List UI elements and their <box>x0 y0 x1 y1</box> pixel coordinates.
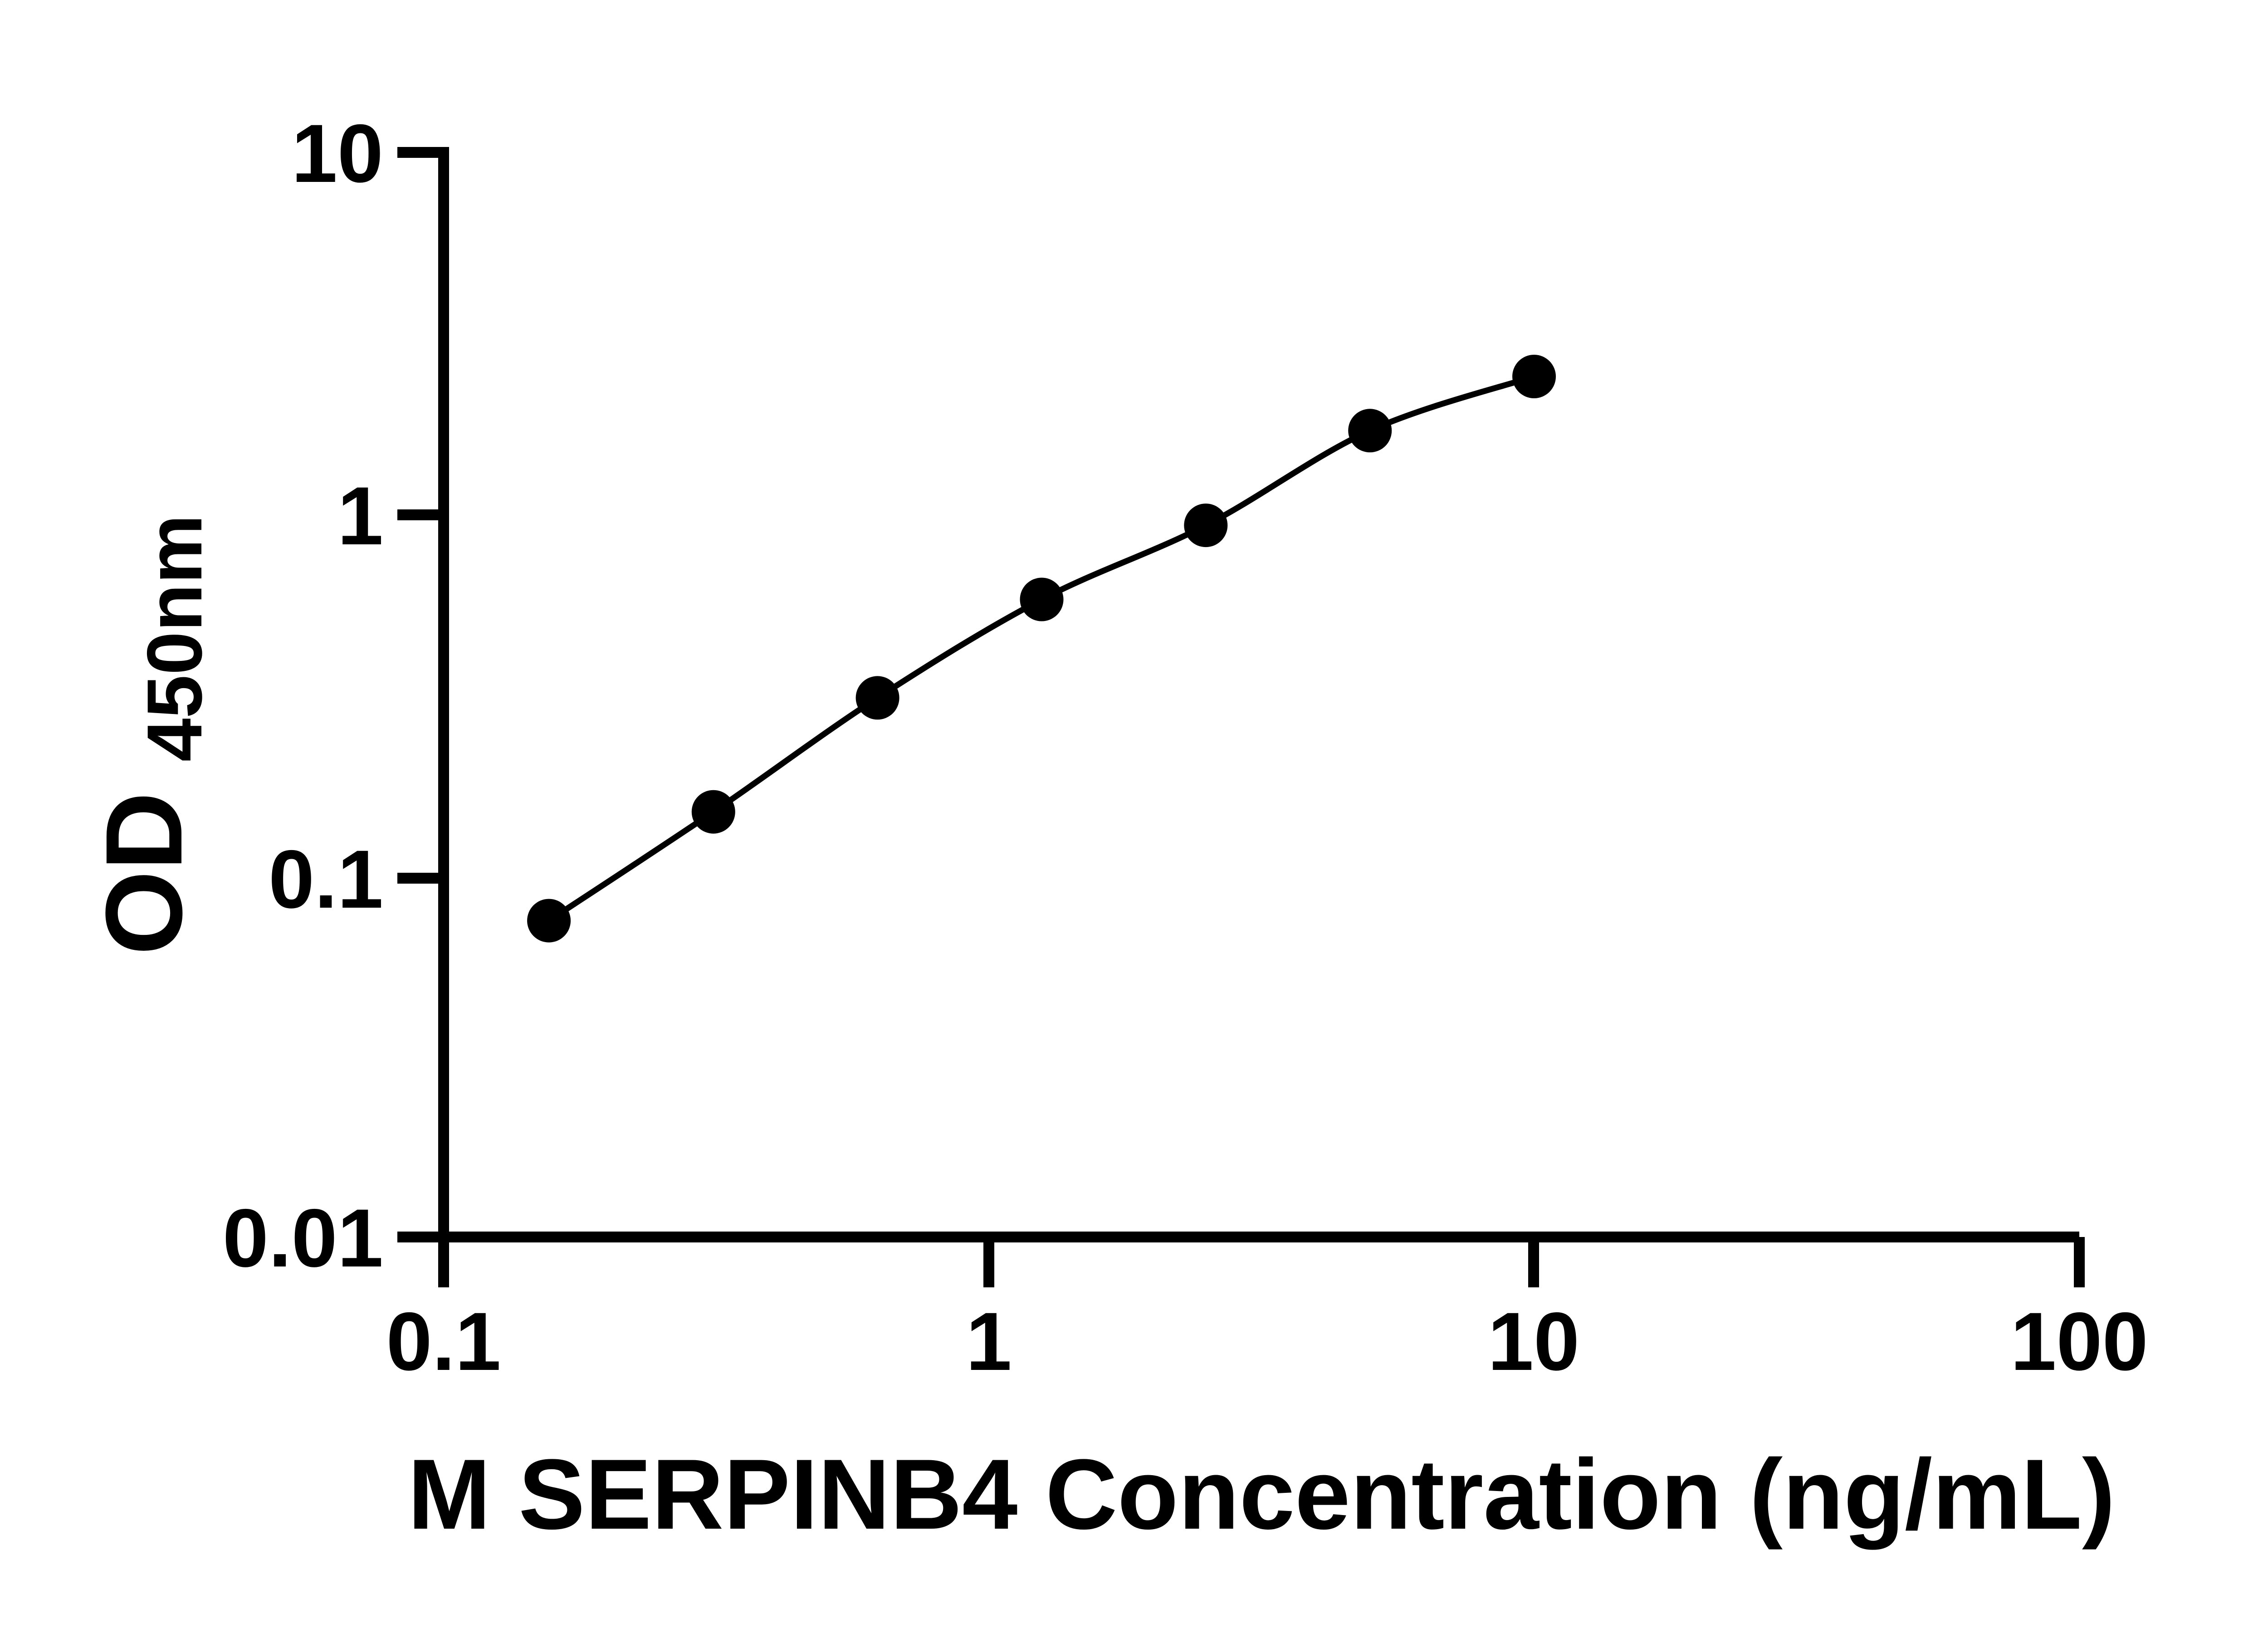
x-axis-tick-labels: 0.1 1 10 100 <box>386 1295 2148 1388</box>
y-tick-label-0p01: 0.01 <box>223 1192 383 1284</box>
data-point-4 <box>1184 504 1228 548</box>
y-axis-title: OD 450nm <box>83 514 218 955</box>
x-tick-label-100: 100 <box>2010 1295 2148 1388</box>
standard-curve-series <box>527 355 1556 943</box>
y-tick-label-0p1: 0.1 <box>269 833 383 925</box>
data-point-1 <box>691 790 735 834</box>
data-point-6 <box>1512 355 1556 398</box>
x-axis-ticks <box>438 1237 2085 1287</box>
x-axis-title: M SERPINB4 Concentration (ng/mL) <box>408 1438 2116 1550</box>
y-tick-label-1: 1 <box>337 469 383 562</box>
curve-line <box>547 373 1535 924</box>
y-axis-ticks <box>397 147 449 1242</box>
data-point-0 <box>527 899 571 943</box>
x-tick-label-1: 1 <box>966 1295 1012 1388</box>
y-tick-label-10: 10 <box>292 107 383 200</box>
data-point-3 <box>1020 577 1064 621</box>
y-axis-title-main-text: OD <box>83 792 205 955</box>
y-axis-title-subscript-text: 450nm <box>131 514 218 762</box>
y-axis-tick-labels: 10 1 0.1 0.01 <box>223 107 383 1284</box>
data-point-2 <box>855 676 899 720</box>
x-tick-label-10: 10 <box>1488 1295 1579 1388</box>
x-tick-label-0p1: 0.1 <box>386 1295 501 1388</box>
data-point-5 <box>1348 409 1392 453</box>
axes-lines <box>438 152 2079 1242</box>
